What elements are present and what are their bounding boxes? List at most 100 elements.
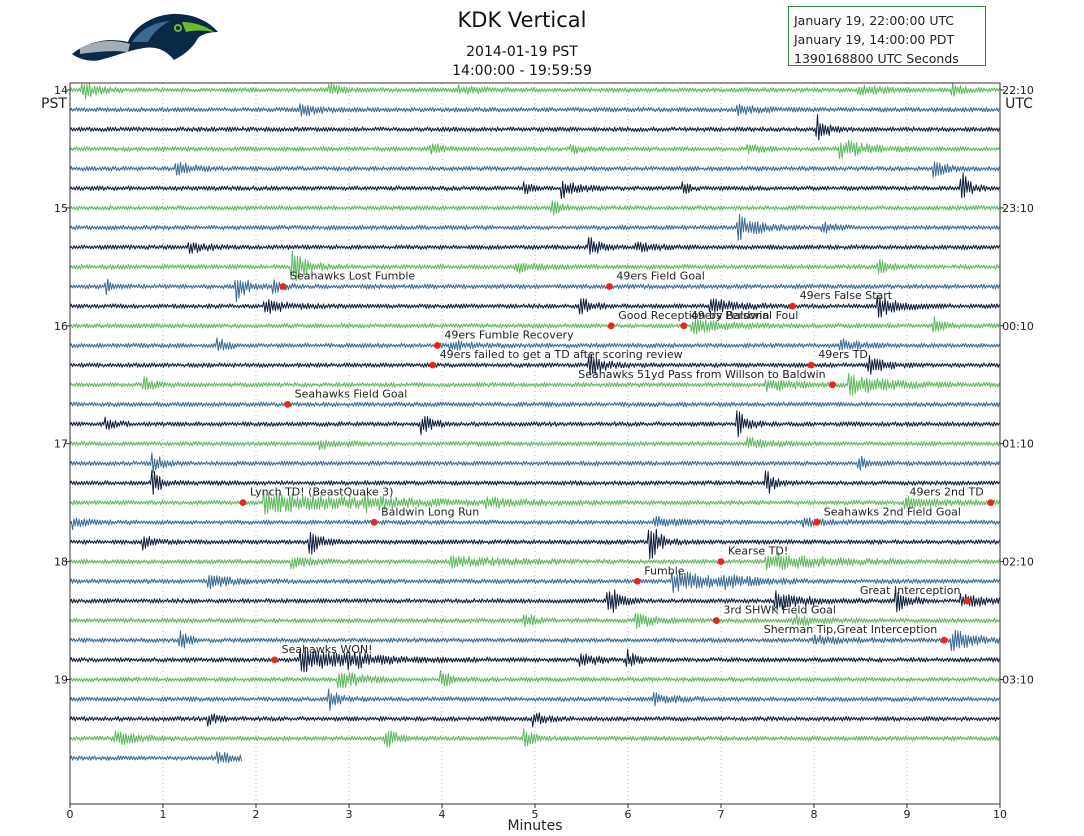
event-marker-10 — [239, 499, 247, 507]
event-label-11: 49ers 2nd TD — [910, 486, 984, 499]
event-marker-11 — [987, 499, 995, 507]
trace-row-21 — [69, 490, 1000, 515]
event-marker-2 — [789, 302, 797, 310]
trace-row-20 — [69, 469, 1000, 495]
event-label-17: 3rd SHWK Field Goal — [723, 604, 836, 617]
trace-row-11 — [69, 295, 1000, 318]
x-tick-label-6: 6 — [625, 808, 632, 821]
right-tick-label-1: 23:10 — [1002, 202, 1034, 215]
right-axis-label: UTC — [1005, 96, 1033, 112]
trace-row-32 — [69, 712, 1000, 728]
right-tick-label-2: 00:10 — [1002, 320, 1034, 333]
x-tick-label-4: 4 — [439, 808, 446, 821]
event-marker-16 — [964, 597, 971, 605]
trace-row-6 — [69, 200, 1000, 216]
event-label-16: Great Interception — [860, 584, 961, 597]
trace-row-2 — [69, 114, 1000, 141]
trace-row-19 — [69, 452, 1000, 474]
trace-row-0 — [69, 82, 1000, 100]
event-marker-0 — [279, 283, 287, 290]
trace-row-15 — [69, 372, 1000, 396]
trace-row-4 — [69, 161, 1000, 178]
left-tick-label-3: 17 — [54, 438, 68, 451]
info-line-pdt: January 19, 14:00:00 PDT — [794, 32, 955, 47]
trace-row-25 — [69, 571, 1000, 593]
event-marker-9 — [284, 401, 292, 408]
right-tick-label-4: 02:10 — [1002, 556, 1034, 569]
trace-row-18 — [69, 436, 1000, 451]
x-tick-label-3: 3 — [346, 808, 353, 821]
trace-row-16 — [69, 401, 1000, 408]
trace-row-30 — [69, 670, 1000, 689]
trace-row-27 — [69, 612, 1000, 629]
x-tick-label-2: 2 — [253, 808, 260, 821]
left-tick-label-4: 18 — [54, 556, 68, 569]
seahawks-logo — [72, 13, 218, 61]
trace-row-22 — [69, 515, 1000, 531]
event-marker-18 — [940, 636, 948, 644]
x-tick-label-0: 0 — [67, 808, 74, 821]
event-marker-3 — [607, 322, 615, 330]
event-label-10: Lynch TD! (BeastQuake 3) — [250, 486, 394, 499]
event-marker-17 — [712, 617, 720, 624]
event-marker-4 — [680, 322, 688, 330]
trace-row-34 — [69, 751, 243, 765]
right-tick-label-5: 03:10 — [1002, 674, 1034, 687]
trace-row-28 — [69, 629, 1000, 652]
x-axis-label: Minutes — [507, 818, 562, 834]
event-label-5: 49ers Fumble Recovery — [444, 328, 574, 341]
event-marker-7 — [807, 361, 815, 369]
trace-row-3 — [69, 139, 1000, 160]
info-line-utc: January 19, 22:00:00 UTC — [794, 13, 955, 28]
x-tick-label-5: 5 — [532, 808, 539, 821]
chart-subtitle-time: 14:00:00 - 19:59:59 — [452, 63, 592, 79]
trace-row-9 — [69, 250, 1000, 282]
event-marker-1 — [606, 283, 613, 290]
event-label-1: 49ers Field Goal — [616, 270, 704, 283]
event-label-3: Good Reception by Baldwin — [618, 309, 769, 322]
event-label-14: Kearse TD! — [728, 545, 788, 558]
trace-row-26 — [69, 587, 1000, 613]
trace-row-29 — [69, 647, 1000, 673]
trace-row-23 — [69, 528, 1000, 560]
event-marker-6 — [429, 361, 437, 369]
x-tick-label-8: 8 — [811, 808, 818, 821]
event-marker-13 — [813, 518, 821, 526]
right-tick-label-0: 22:10 — [1002, 84, 1034, 97]
chart-subtitle-date: 2014-01-19 PST — [466, 44, 578, 60]
event-marker-15 — [633, 577, 641, 585]
right-tick-label-3: 01:10 — [1002, 438, 1034, 451]
event-label-2: 49ers False Start — [800, 289, 893, 302]
event-label-6: 49ers failed to get a TD after scoring r… — [440, 348, 683, 361]
info-line-epoch: 1390168800 UTC Seconds — [794, 51, 959, 66]
trace-row-13 — [69, 337, 1000, 352]
trace-row-14 — [69, 353, 1000, 375]
trace-row-33 — [69, 728, 1000, 748]
trace-row-31 — [69, 688, 1000, 711]
event-label-18: Sherman Tip,Great Interception — [764, 623, 937, 636]
x-tick-label-7: 7 — [718, 808, 725, 821]
trace-row-10 — [69, 278, 1000, 303]
event-label-19: Seahawks WON! — [282, 643, 373, 656]
event-label-9: Seahawks Field Goal — [295, 387, 408, 400]
event-marker-19 — [271, 656, 278, 664]
trace-row-8 — [69, 236, 1000, 255]
event-marker-14 — [717, 558, 725, 565]
event-label-8: Seahawks 51yd Pass from Willson to Baldw… — [578, 368, 825, 381]
trace-row-17 — [69, 410, 1000, 438]
event-label-12: Baldwin Long Run — [381, 505, 479, 518]
event-label-15: Fumble — [644, 564, 684, 577]
time-info-box: January 19, 22:00:00 UTC January 19, 14:… — [788, 6, 986, 66]
x-tick-label-9: 9 — [904, 808, 911, 821]
chart-title: KDK Vertical — [457, 8, 587, 32]
event-marker-12 — [370, 518, 378, 526]
trace-row-7 — [69, 214, 1000, 241]
event-label-7: 49ers TD — [818, 348, 868, 361]
event-marker-5 — [433, 342, 441, 349]
trace-row-1 — [69, 103, 1000, 117]
event-label-4: 49ers Personal Foul — [691, 309, 798, 322]
trace-row-24 — [69, 552, 1000, 571]
event-label-13: Seahawks 2nd Field Goal — [824, 505, 961, 518]
event-label-0: Seahawks Lost Fumble — [290, 270, 415, 283]
